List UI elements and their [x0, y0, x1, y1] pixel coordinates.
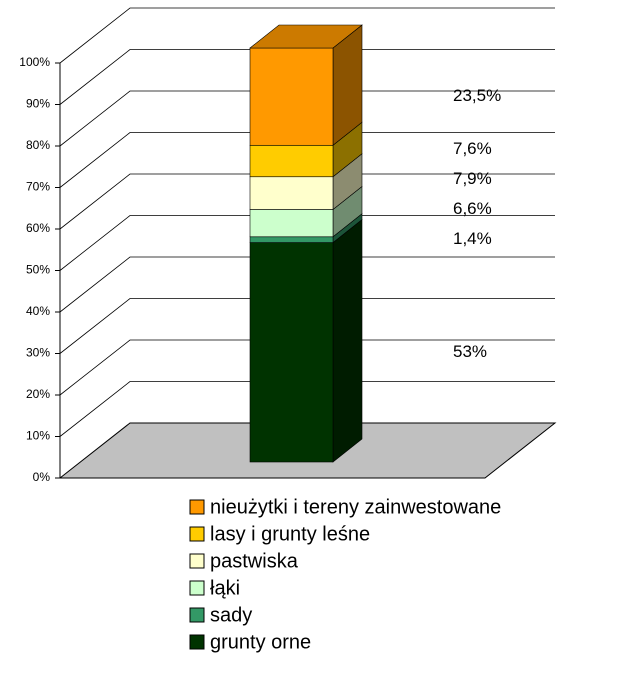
bar-top	[249, 24, 363, 49]
grid-line	[59, 7, 555, 64]
legend-label: nieużytki i tereny zainwestowane	[210, 496, 501, 518]
value-label: 23,5%	[453, 86, 501, 105]
y-tick-label: 60%	[26, 221, 50, 235]
legend-label: łąki	[210, 577, 240, 599]
legend-swatch	[189, 499, 205, 515]
y-tick-label: 70%	[26, 180, 50, 194]
bar-segment	[249, 176, 334, 210]
legend-swatch	[189, 607, 205, 623]
y-tick-label: 10%	[26, 429, 50, 443]
value-label: 6,6%	[453, 199, 492, 218]
value-label: 53%	[453, 342, 487, 361]
legend-label: grunty orne	[210, 631, 311, 653]
grid-line	[59, 49, 555, 105]
bar-side	[332, 218, 363, 463]
grid-line	[59, 381, 555, 437]
y-tick-label: 100%	[19, 55, 50, 69]
legend-swatch	[189, 580, 205, 596]
y-tick-label: 80%	[26, 138, 50, 152]
legend-swatch	[189, 634, 205, 650]
legend-swatch	[189, 526, 205, 542]
grid-line	[59, 132, 555, 188]
grid-line	[59, 256, 555, 313]
y-tick-label: 20%	[26, 387, 50, 401]
value-label: 1,4%	[453, 229, 492, 248]
bar-segment	[249, 47, 334, 146]
legend-label: sady	[210, 604, 252, 626]
y-tick-label: 30%	[26, 346, 50, 360]
y-tick-label: 0%	[33, 470, 51, 484]
legend-swatch	[189, 553, 205, 569]
bar-segment	[249, 144, 334, 178]
grid-line	[59, 298, 555, 354]
grid-line	[59, 339, 555, 396]
bar-segment	[249, 242, 334, 463]
value-label: 7,9%	[453, 169, 492, 188]
bar-segment	[249, 209, 334, 238]
legend-label: pastwiska	[210, 550, 299, 572]
grid-line	[59, 173, 555, 230]
grid-line	[59, 215, 555, 271]
grid-line	[59, 90, 555, 147]
y-tick-label: 40%	[26, 304, 50, 318]
y-tick-label: 50%	[26, 263, 50, 277]
bar-segment	[249, 236, 334, 243]
y-tick-label: 90%	[26, 97, 50, 111]
legend-label: lasy i grunty leśne	[210, 523, 370, 545]
value-label: 7,6%	[453, 139, 492, 158]
